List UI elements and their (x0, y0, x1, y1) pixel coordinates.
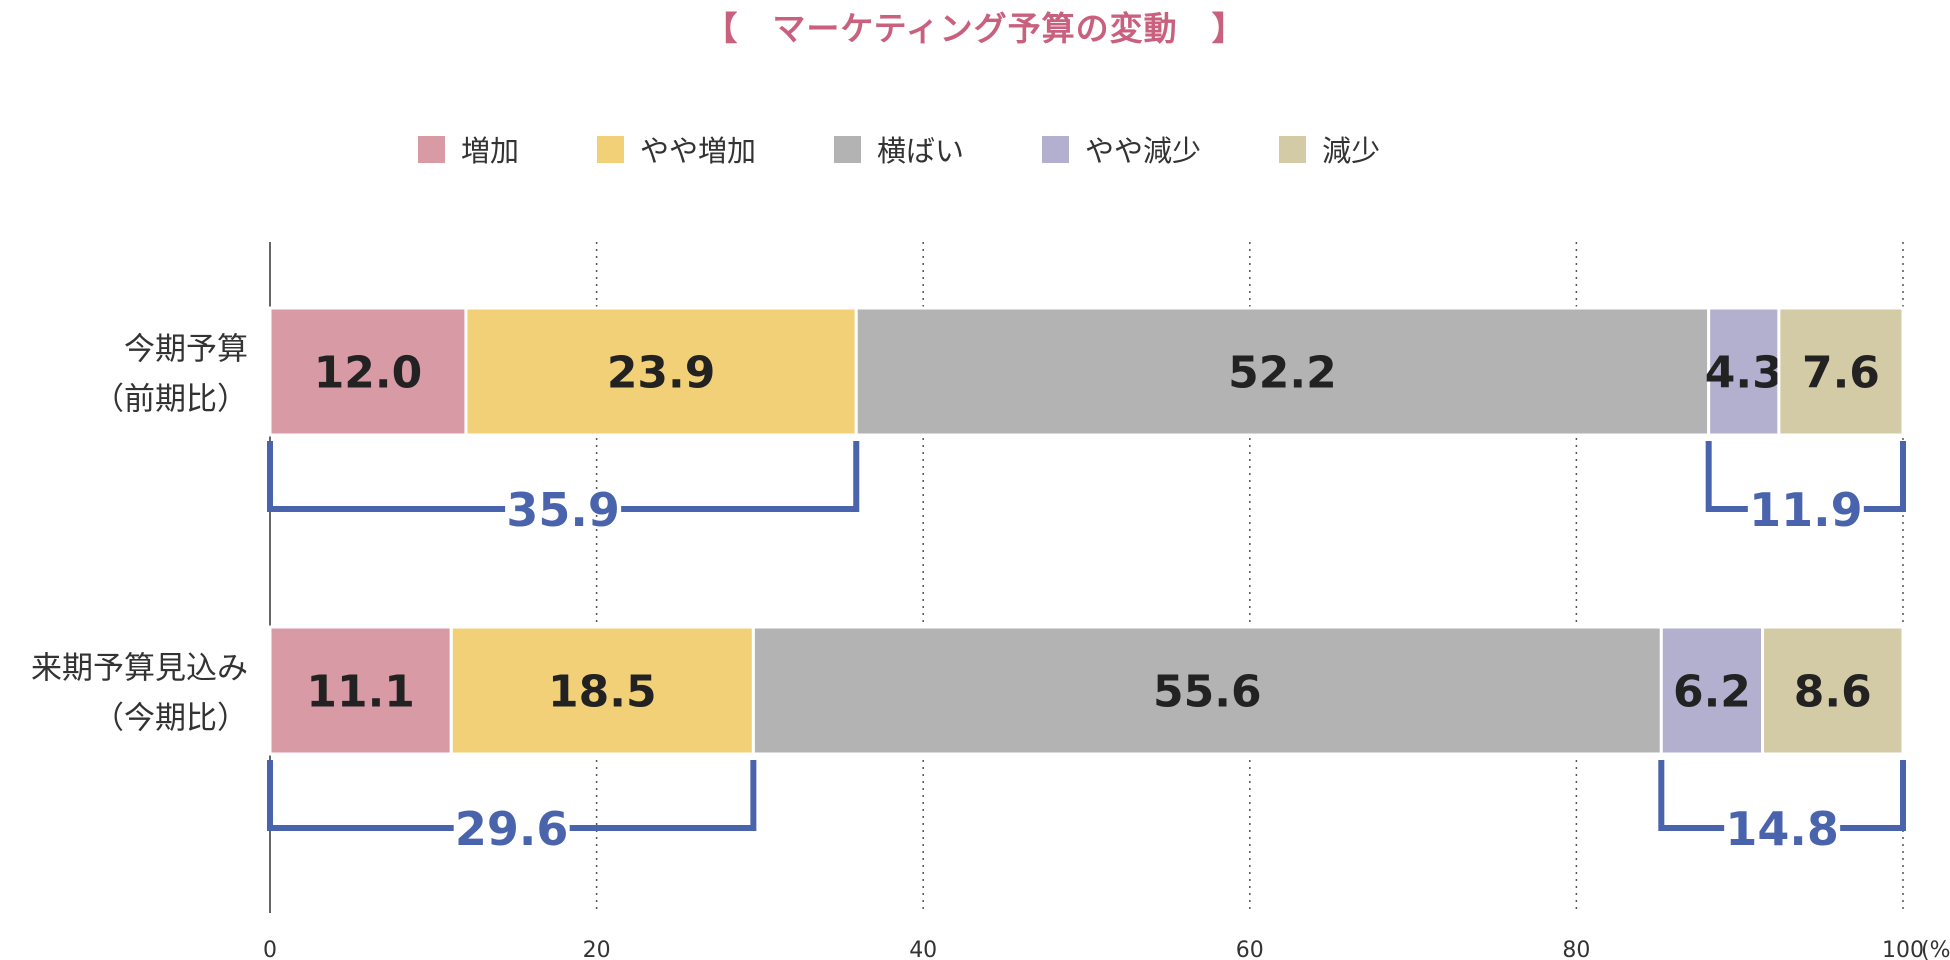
bar-segment (1659, 625, 1765, 756)
legend-swatch (834, 135, 862, 163)
bracket-right (569, 760, 757, 831)
bar-value-label: 11.1 (306, 667, 415, 718)
legend-item-increase: 増加 (418, 128, 519, 170)
legend-swatch (418, 135, 445, 163)
bracket-left (267, 760, 454, 831)
bracket-total-label: 35.9 (506, 483, 620, 537)
bar-value-label: 12.0 (314, 348, 423, 399)
bracket-right (1840, 760, 1906, 831)
legend-item-flat: 横ばい (834, 128, 964, 170)
x-tick-label: 100 (1882, 938, 1924, 960)
legend-swatch (1279, 135, 1307, 163)
bar-segment (751, 625, 1663, 756)
legend-label: 減少 (1322, 134, 1381, 168)
bar-value-label: 23.9 (607, 348, 716, 399)
bar-value-label: 7.6 (1802, 348, 1880, 399)
bracket-right (621, 441, 860, 512)
bar-value-label: 18.5 (548, 667, 657, 718)
bar-segment (449, 625, 755, 756)
legend-swatch (1042, 135, 1070, 163)
bar-value-label: 52.2 (1228, 348, 1337, 399)
legend-label: 横ばい (877, 134, 965, 168)
legend-item-decrease: 減少 (1279, 128, 1380, 170)
bracket-left (1658, 760, 1725, 831)
bracket-total-label: 14.8 (1725, 802, 1839, 856)
x-tick-label: 60 (1236, 938, 1264, 960)
category-label: （前期比） (93, 382, 248, 418)
legend-swatch (597, 135, 625, 163)
bar-segment (268, 625, 453, 756)
bracket-right (1863, 441, 1906, 512)
bracket-left (267, 441, 506, 512)
bar-segment (268, 306, 468, 437)
bar-value-label: 8.6 (1794, 667, 1872, 718)
bracket-left (1705, 441, 1748, 512)
legend: 増加 やや増加 横ばい やや減少 減少 (418, 128, 1458, 170)
bar-value-label: 55.6 (1153, 667, 1262, 718)
category-label: 来期予算見込み (31, 651, 248, 687)
bracket-total-label: 11.9 (1749, 483, 1863, 537)
legend-label: やや減少 (1085, 134, 1202, 168)
bar-value-label: 6.2 (1673, 667, 1751, 718)
x-axis-unit: (%) (1921, 938, 1950, 960)
chart-title: 【 マーケティング予算の変動 】 (704, 9, 1246, 48)
legend-label: やや増加 (640, 134, 757, 168)
bar-value-label: 4.3 (1705, 348, 1783, 399)
x-tick-label: 20 (583, 938, 611, 960)
bar-segment (854, 306, 1711, 437)
bar-segment (1777, 306, 1905, 437)
bracket-total-label: 29.6 (455, 802, 569, 856)
legend-label: 増加 (461, 134, 520, 168)
category-label: （今期比） (93, 701, 248, 737)
x-tick-label: 80 (1562, 938, 1590, 960)
x-tick-label: 0 (263, 938, 277, 960)
bar-segment (464, 306, 858, 437)
legend-item-slight-decrease: やや減少 (1042, 128, 1201, 170)
category-label: 今期予算 (124, 332, 248, 368)
bar-segment (1761, 625, 1905, 756)
legend-item-slight-increase: やや増加 (597, 128, 756, 170)
x-tick-label: 40 (909, 938, 937, 960)
